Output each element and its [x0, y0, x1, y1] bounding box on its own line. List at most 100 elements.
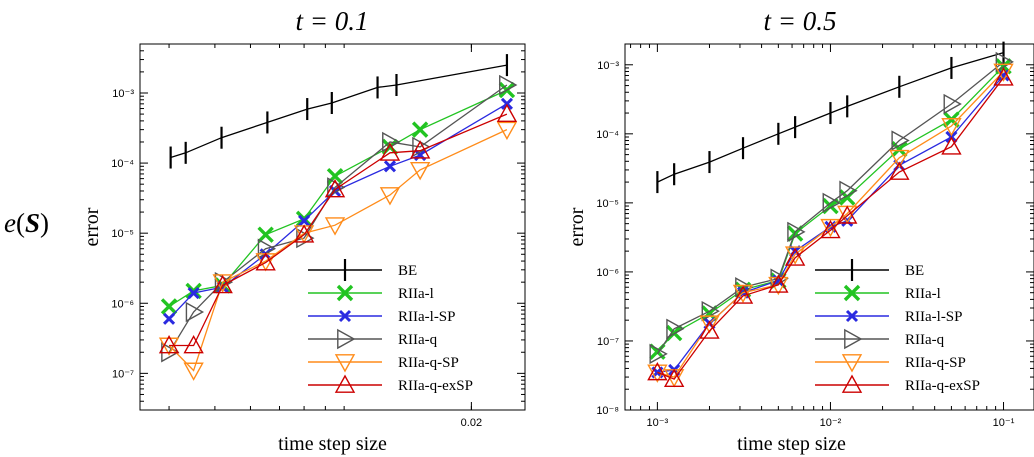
- series-be: [656, 41, 1005, 194]
- data-point: [889, 149, 910, 169]
- data-point: [768, 274, 789, 293]
- legend-marker: [841, 354, 863, 373]
- data-point: [187, 286, 200, 300]
- data-point: [160, 298, 178, 315]
- data-point: [409, 161, 431, 181]
- data-point: [997, 69, 1010, 82]
- data-point: [185, 301, 205, 323]
- x-axis-label: time step size: [278, 433, 387, 455]
- data-point: [820, 218, 841, 238]
- data-point: [499, 74, 518, 96]
- plot-frame: [624, 43, 1034, 411]
- data-point: [379, 187, 401, 206]
- data-point: [324, 179, 346, 198]
- data-point: [298, 214, 311, 227]
- data-point: [647, 361, 668, 381]
- row-label: e(S): [4, 208, 49, 238]
- data-point: [255, 252, 276, 271]
- data-point: [889, 161, 910, 180]
- data-point: [735, 277, 754, 298]
- data-point: [663, 368, 685, 388]
- data-point: [732, 285, 754, 304]
- data-point: [941, 118, 962, 137]
- data-point: [839, 180, 858, 201]
- chart-panel-t05: t = 0.5 10⁻⁸ 10⁻⁷ 10⁻⁶ 10⁻⁵ 10⁻⁴ 10⁻³ 10⁻³ 10⁻² 1…: [566, 6, 1034, 455]
- data-point: [324, 217, 346, 236]
- x-tick-label: 10⁻¹: [993, 417, 1015, 429]
- y-axis-label: error: [81, 207, 103, 246]
- data-point: [496, 103, 518, 122]
- data-point: [784, 246, 806, 265]
- y-tick-label: 10⁻⁴: [111, 158, 134, 170]
- series-riia-l-sp: [162, 97, 514, 325]
- legend-label: RIIa-l-SP: [905, 309, 963, 325]
- data-point: [993, 63, 1014, 82]
- legend-marker: [338, 309, 352, 323]
- legend: BE RIIa-l RIIa-l-SP RIIa-q RIIa-q-SP RIIa-q-e…: [815, 259, 980, 394]
- data-point: [649, 343, 668, 365]
- series-line: [657, 71, 1004, 378]
- data-point: [647, 364, 668, 383]
- legend-label: RIIa-l: [398, 286, 434, 302]
- legend-label: RIIa-l: [905, 286, 941, 302]
- data-point: [787, 221, 806, 243]
- x-tick-label: 10⁻³: [647, 417, 669, 429]
- data-point: [162, 312, 176, 325]
- data-point: [822, 192, 841, 214]
- legend-marker: [841, 374, 863, 393]
- data-point: [409, 140, 431, 159]
- legend-label: RIIa-q-SP: [905, 355, 966, 371]
- data-point: [666, 318, 685, 339]
- legend-label: RIIa-q: [905, 332, 945, 348]
- data-point: [158, 335, 180, 354]
- data-point: [411, 121, 429, 138]
- y-axis-label: error: [566, 207, 588, 246]
- legend: BE RIIa-l RIIa-l-SP RIIa-q RIIa-q-SP RIIa-q-e…: [308, 259, 473, 394]
- series-line: [169, 113, 508, 347]
- y-tick-label: 10⁻⁵: [111, 228, 134, 240]
- data-point: [943, 111, 960, 128]
- plot-frame: [139, 43, 526, 411]
- y-tick-label: 10⁻⁷: [597, 336, 619, 348]
- legend-marker: [843, 284, 861, 302]
- data-point: [379, 142, 401, 161]
- legend-label: RIIa-q-exSP: [905, 378, 980, 394]
- series-line: [168, 129, 508, 372]
- data-point: [326, 167, 344, 185]
- y-tick-label: 10⁻⁸: [596, 405, 619, 417]
- y-tick-label: 10⁻⁷: [112, 368, 134, 380]
- y-tick-label: 10⁻⁴: [596, 129, 619, 141]
- series-riia-q-exsp: [647, 67, 1014, 388]
- data-point: [183, 335, 204, 354]
- chart-title: t = 0.1: [296, 6, 369, 36]
- legend-label: RIIa-l-SP: [398, 309, 456, 325]
- x-axis-label: time step size: [737, 433, 846, 455]
- data-point: [993, 67, 1014, 86]
- data-point: [663, 369, 685, 388]
- legend-marker: [844, 328, 863, 350]
- legend-marker: [334, 354, 356, 373]
- legend-label: RIIa-q: [398, 332, 438, 348]
- legend-label: BE: [398, 263, 417, 279]
- data-point: [699, 320, 720, 339]
- data-point: [699, 315, 720, 334]
- data-point: [183, 362, 204, 381]
- y-tick-label: 10⁻³: [112, 88, 134, 100]
- data-point: [293, 224, 315, 243]
- data-point: [383, 160, 397, 173]
- data-point: [158, 337, 180, 356]
- series-riia-q-exsp: [158, 103, 518, 354]
- chart-panel-t01: t = 0.1 10⁻⁷ 10⁻⁶ 10⁻⁵ 10⁻⁴ 10⁻³ 0.02 time step…: [81, 6, 526, 455]
- series-line: [168, 89, 508, 308]
- x-tick-label: 10⁻²: [820, 417, 842, 429]
- legend-marker: [337, 328, 356, 350]
- legend-label: RIIa-q-SP: [398, 355, 459, 371]
- series-line: [656, 61, 1004, 355]
- data-point: [943, 93, 962, 115]
- x-tick-label: 0.02: [461, 417, 482, 429]
- y-tick-label: 10⁻⁵: [596, 198, 619, 210]
- y-tick-label: 10⁻⁶: [111, 298, 134, 310]
- legend-label: RIIa-q-exSP: [398, 378, 473, 394]
- data-point: [496, 121, 518, 141]
